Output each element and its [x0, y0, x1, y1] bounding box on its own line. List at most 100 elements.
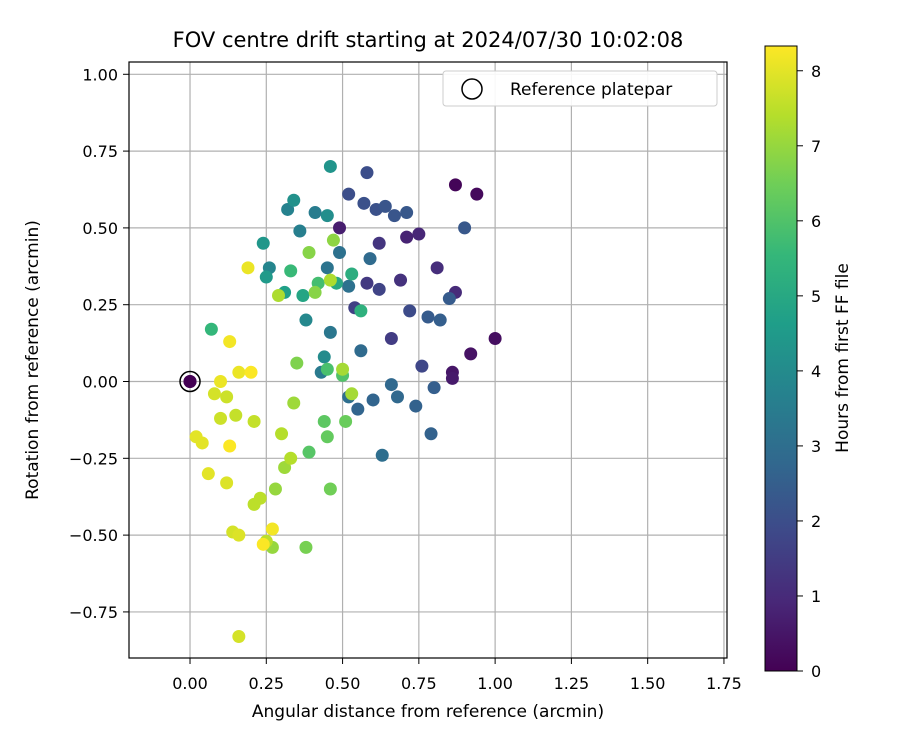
colorbar-tick-label: 6 [811, 212, 821, 231]
data-point [323, 325, 337, 339]
data-point [333, 245, 347, 259]
data-point [336, 362, 350, 376]
data-point [430, 261, 444, 275]
colorbar-tick-label: 5 [811, 287, 821, 306]
data-point [287, 396, 301, 410]
data-point [360, 166, 374, 180]
reference-marker [179, 370, 201, 393]
data-point [232, 629, 246, 643]
data-point [363, 252, 377, 266]
data-point [275, 427, 289, 441]
data-point [302, 445, 316, 459]
data-point [317, 350, 331, 364]
data-point [400, 230, 414, 244]
y-tick-label: 0.00 [82, 373, 118, 392]
data-point [433, 313, 447, 327]
data-point [229, 408, 243, 422]
data-point [201, 467, 215, 481]
y-tick-label: −0.75 [69, 603, 118, 622]
data-point [323, 482, 337, 496]
data-point [458, 221, 472, 235]
data-point [424, 427, 438, 441]
data-point [223, 335, 237, 349]
x-tick-label: 1.75 [706, 674, 742, 693]
colorbar-ticks: 0 1 2 3 4 5 6 7 8 [797, 62, 821, 681]
data-point [223, 439, 237, 453]
colorbar-tick-label: 0 [811, 662, 821, 681]
data-point [308, 206, 322, 220]
data-points [183, 159, 502, 643]
data-point [470, 187, 484, 201]
colorbar-label: Hours from first FF file [833, 263, 853, 453]
data-point [464, 347, 478, 361]
data-point [256, 236, 270, 250]
reference-point-dot [183, 375, 197, 389]
data-point [220, 390, 234, 404]
data-point [372, 282, 386, 296]
x-tick-label: 0.25 [248, 674, 284, 693]
data-point [204, 322, 218, 336]
data-point [299, 313, 313, 327]
colorbar: 0 1 2 3 4 5 6 7 8 Hours from first FF file [764, 45, 853, 681]
data-point [375, 448, 389, 462]
data-point [320, 362, 334, 376]
legend-reference-marker [461, 78, 483, 100]
data-point [412, 227, 426, 241]
colorbar-tick-label: 2 [811, 512, 821, 531]
data-point [326, 233, 340, 247]
data-point [354, 304, 368, 318]
data-point [232, 528, 246, 542]
data-point [323, 159, 337, 173]
x-tick-label: 1.25 [554, 674, 590, 693]
colorbar-tick-label: 3 [811, 437, 821, 456]
y-tick-label: 0.50 [82, 219, 118, 238]
data-point [387, 209, 401, 223]
data-point [357, 196, 371, 210]
data-point [427, 381, 441, 395]
x-tick-label: 1.50 [630, 674, 666, 693]
colorbar-gradient [764, 45, 798, 672]
data-point [195, 436, 209, 450]
data-point [214, 411, 228, 425]
data-point [442, 292, 456, 306]
data-point [207, 387, 221, 401]
y-tick-label: 1.00 [82, 65, 118, 84]
colorbar-tick-label: 7 [811, 137, 821, 156]
data-point [421, 310, 435, 324]
data-point [281, 202, 295, 216]
data-point [284, 451, 298, 465]
data-point [448, 178, 462, 192]
data-point [272, 288, 285, 302]
data-point [241, 261, 255, 275]
data-point [333, 221, 347, 235]
grid-lines [129, 62, 727, 658]
data-point [232, 365, 246, 379]
x-tick-label: 0.50 [325, 674, 361, 693]
x-axis-ticks: 0.00 0.25 0.50 0.75 1.00 1.25 1.50 1.75 [172, 658, 742, 693]
colorbar-tick-label: 8 [811, 62, 821, 81]
data-point [403, 304, 417, 318]
colorbar-tick-label: 1 [811, 587, 821, 606]
legend-entry-reference-platepar: Reference platepar [510, 80, 672, 100]
y-tick-label: −0.25 [69, 449, 118, 468]
data-point [256, 537, 270, 551]
x-tick-label: 1.00 [477, 674, 513, 693]
data-point [317, 414, 331, 428]
data-point [247, 414, 261, 428]
data-point [409, 399, 423, 413]
data-point [220, 476, 234, 490]
data-point [299, 540, 313, 554]
data-point [296, 288, 310, 302]
x-tick-label: 0.00 [172, 674, 208, 693]
data-point [284, 264, 298, 278]
data-point [384, 331, 398, 345]
chart-title: FOV centre drift starting at 2024/07/30 … [173, 28, 684, 52]
data-point [320, 209, 334, 223]
data-point [342, 279, 356, 293]
data-point [265, 522, 279, 536]
data-point [372, 236, 386, 250]
data-point [323, 273, 337, 287]
plot-frame [128, 61, 728, 659]
reference-point-ring [179, 370, 201, 393]
